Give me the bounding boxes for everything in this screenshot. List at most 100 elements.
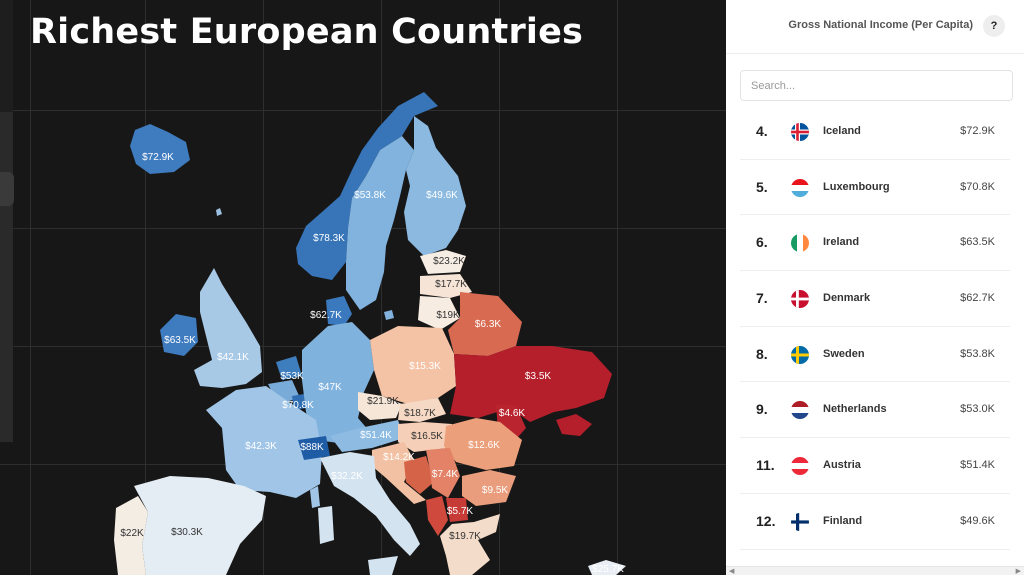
map-value-label: $4.6K	[498, 408, 526, 419]
ranking-row[interactable]: 4. Iceland $72.9K	[740, 104, 1010, 160]
country-slovakia	[398, 398, 446, 422]
country-value: $62.7K	[960, 292, 995, 305]
map-value-label: $18.7K	[404, 408, 436, 419]
country-romania	[444, 418, 522, 470]
scroll-right-arrow-icon[interactable]: ▶	[1015, 568, 1021, 575]
country-greece	[440, 514, 500, 575]
country-germany	[302, 322, 374, 444]
map-value-label: $78.3K	[313, 233, 345, 244]
europe-map	[114, 92, 626, 575]
country-name: Ireland	[823, 236, 860, 249]
ranking-row[interactable]: 8. Sweden $53.8K	[740, 327, 1010, 383]
map-value-label: $70.8K	[282, 400, 314, 411]
map-value-label: $72.9K	[142, 152, 174, 163]
ranking-row[interactable]: 5. Luxembourg $70.8K	[740, 160, 1010, 216]
rank-number: 9.	[756, 401, 768, 418]
rank-number: 7.	[756, 290, 768, 307]
map-value-label: $12.6K	[468, 440, 500, 451]
rank-number: 6.	[756, 234, 768, 251]
country-lithuania	[418, 296, 460, 330]
rank-number: 4.	[756, 123, 768, 139]
map-value-label: $22K	[120, 528, 144, 539]
ranking-panel: Gross National Income (Per Capita) ? 4. …	[726, 0, 1024, 575]
left-edge-tab[interactable]	[0, 112, 13, 442]
country-north-macedonia	[446, 498, 468, 522]
country-value: $53.0K	[960, 403, 995, 416]
country-italy-sicily	[368, 556, 398, 575]
map-value-label: $16.5K	[411, 431, 443, 442]
country-netherlands	[276, 356, 302, 380]
denmark-flag-icon	[791, 290, 809, 309]
finland-flag-icon	[791, 512, 809, 531]
country-italy	[320, 452, 420, 556]
rank-number: 8.	[756, 345, 768, 362]
country-value: $70.8K	[960, 180, 995, 193]
rank-number: 12.	[756, 512, 776, 529]
panel-header: Gross National Income (Per Capita) ?	[726, 0, 1024, 54]
left-edge-marker	[0, 172, 14, 206]
ireland-flag-icon	[791, 234, 809, 253]
ranking-row[interactable]: 11. Austria $51.4K	[740, 438, 1010, 494]
scroll-left-arrow-icon[interactable]: ◀	[729, 568, 735, 575]
country-switzerland	[298, 436, 330, 460]
ranking-row[interactable]: 12. Finland $49.6K	[740, 494, 1010, 550]
country-name: Sweden	[823, 347, 865, 360]
country-hungary	[398, 422, 452, 452]
country-name: Denmark	[823, 292, 871, 305]
map-value-label: $53K	[280, 371, 304, 382]
ranking-row[interactable]: 9. Netherlands $53.0K	[740, 382, 1010, 439]
map-value-label: $32.2K	[331, 471, 363, 482]
country-name: Luxembourg	[823, 180, 890, 193]
country-albania	[426, 496, 448, 536]
country-latvia	[420, 274, 472, 298]
map-value-label: $19K	[436, 310, 460, 321]
country-luxembourg	[292, 394, 306, 410]
country-spain	[134, 476, 266, 575]
ranking-list: 4. Iceland $72.9K 5. Luxembourg $70.8K 6…	[740, 104, 1010, 550]
map-value-label: $42.1K	[217, 352, 249, 363]
country-denmark	[326, 296, 352, 326]
map-value-label: $88K	[300, 442, 324, 453]
country-iceland	[130, 124, 190, 174]
map-value-label: $42.3K	[245, 441, 277, 452]
island-baltic	[384, 310, 394, 320]
country-ukraine-crimea	[556, 414, 592, 436]
rank-number: 11.	[756, 457, 775, 474]
map-value-label: $7.4K	[431, 469, 459, 480]
country-value: $53.8K	[960, 347, 995, 360]
country-poland	[370, 326, 456, 404]
country-sweden	[346, 136, 414, 310]
map-value-label: $5.7K	[446, 506, 474, 517]
search-input[interactable]	[740, 70, 1013, 101]
map-value-label: $3.5K	[524, 371, 552, 382]
map-value-label: $21.9K	[367, 396, 399, 407]
country-name: Iceland	[823, 125, 861, 137]
country-france-corsica	[310, 486, 320, 508]
map-area[interactable]: Richest European Countries $72.9K $78.3K…	[0, 0, 726, 575]
country-portugal	[114, 496, 148, 575]
country-belarus	[448, 292, 522, 356]
panel-title: Gross National Income (Per Capita)	[788, 19, 973, 31]
map-value-label: $63.5K	[164, 335, 196, 346]
country-name: Finland	[823, 514, 863, 527]
ranking-row[interactable]: 7. Denmark $62.7K	[740, 271, 1010, 327]
map-value-label: $9.5K	[481, 485, 509, 496]
country-ukraine	[450, 346, 612, 422]
country-italy-sardinia	[318, 506, 334, 544]
map-value-label: $25.7K	[592, 564, 624, 575]
country-value: $72.9K	[960, 125, 995, 137]
country-value: $63.5K	[960, 236, 995, 249]
ranking-row[interactable]: 6. Ireland $63.5K	[740, 215, 1010, 272]
country-value: $51.4K	[960, 459, 995, 472]
help-button[interactable]: ?	[983, 15, 1005, 37]
map-value-label: $14.2K	[383, 452, 415, 463]
horizontal-scrollbar[interactable]: ◀ ▶	[726, 566, 1024, 575]
country-serbia	[426, 448, 460, 498]
page-title: Richest European Countries	[30, 12, 584, 52]
country-name: Netherlands	[823, 403, 887, 416]
left-edge-tab-top	[0, 0, 13, 112]
luxembourg-flag-icon	[791, 178, 809, 197]
map-value-label: $6.3K	[474, 319, 502, 330]
country-value: $49.6K	[960, 514, 995, 527]
iceland-flag-icon	[791, 123, 809, 141]
